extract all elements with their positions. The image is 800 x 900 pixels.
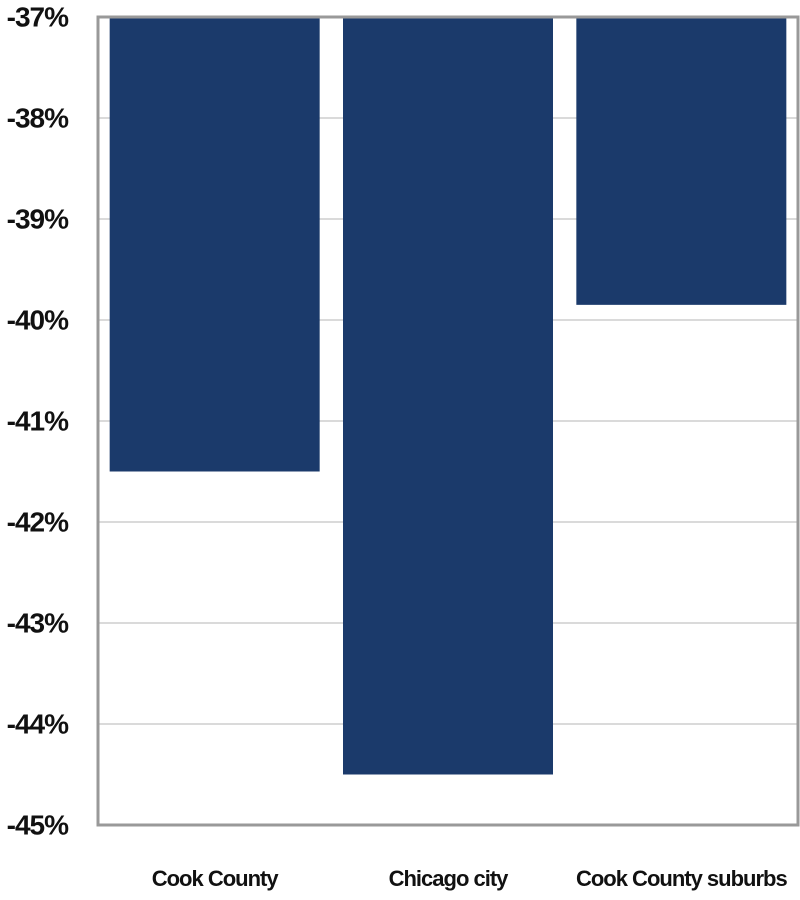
x-tick-label: Chicago city [389, 866, 510, 891]
y-tick-label: -43% [7, 607, 69, 638]
plot-border [96, 15, 800, 827]
bar [576, 17, 787, 305]
y-tick-label: -44% [7, 708, 69, 739]
y-tick-label: -40% [7, 304, 69, 335]
y-tick-label: -42% [7, 506, 69, 537]
x-tick-label: Cook County [152, 866, 280, 891]
y-tick-label: -38% [7, 102, 69, 133]
bar [109, 17, 320, 472]
x-tick-label: Cook County suburbs [576, 866, 788, 891]
y-tick-label: -39% [7, 203, 69, 234]
y-tick-label: -45% [7, 809, 69, 840]
y-tick-label: -41% [7, 405, 69, 436]
y-tick-label: -37% [7, 1, 69, 32]
bar [343, 17, 553, 775]
